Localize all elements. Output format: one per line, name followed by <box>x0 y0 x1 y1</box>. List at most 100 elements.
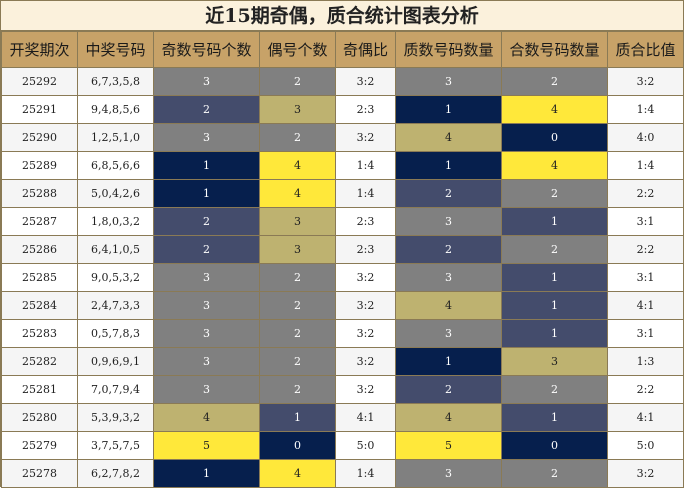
cell-prime-composite-ratio: 1:3 <box>607 347 684 376</box>
cell-period: 25291 <box>1 95 78 124</box>
table-row: 25278 6,2,7,8,2 1 4 1:4 3 2 3:2 <box>1 459 684 488</box>
cell-prime-composite-ratio: 3:1 <box>607 319 684 348</box>
cell-prime-count: 4 <box>395 403 502 432</box>
cell-even-count: 2 <box>259 123 336 152</box>
header-even-count: 偶号个数 <box>259 31 336 68</box>
cell-odd-even-ratio: 3:2 <box>335 347 396 376</box>
table-row: 25285 9,0,5,3,2 3 2 3:2 3 1 3:1 <box>1 263 684 292</box>
table-row: 25292 6,7,3,5,8 3 2 3:2 3 2 3:2 <box>1 67 684 96</box>
table-header-row: 开奖期次 中奖号码 奇数号码个数 偶号个数 奇偶比 质数号码数量 合数号码数量 … <box>1 31 684 68</box>
cell-odd-even-ratio: 4:1 <box>335 403 396 432</box>
table-row: 25282 0,9,6,9,1 3 2 3:2 1 3 1:3 <box>1 347 684 376</box>
cell-composite-count: 1 <box>501 291 608 320</box>
cell-composite-count: 0 <box>501 123 608 152</box>
cell-even-count: 4 <box>259 151 336 180</box>
table-row: 25279 3,7,5,7,5 5 0 5:0 5 0 5:0 <box>1 431 684 460</box>
cell-even-count: 1 <box>259 403 336 432</box>
cell-prime-composite-ratio: 3:1 <box>607 263 684 292</box>
cell-composite-count: 2 <box>501 459 608 488</box>
cell-odd-count: 4 <box>153 403 260 432</box>
cell-prime-count: 1 <box>395 95 502 124</box>
cell-prime-count: 3 <box>395 207 502 236</box>
cell-prime-count: 3 <box>395 263 502 292</box>
cell-even-count: 2 <box>259 347 336 376</box>
cell-numbers: 6,4,1,0,5 <box>77 235 154 264</box>
cell-prime-count: 2 <box>395 179 502 208</box>
cell-even-count: 2 <box>259 67 336 96</box>
cell-odd-even-ratio: 3:2 <box>335 67 396 96</box>
cell-numbers: 9,0,5,3,2 <box>77 263 154 292</box>
cell-odd-count: 3 <box>153 319 260 348</box>
cell-numbers: 1,2,5,1,0 <box>77 123 154 152</box>
cell-prime-count: 5 <box>395 431 502 460</box>
cell-composite-count: 2 <box>501 179 608 208</box>
cell-even-count: 3 <box>259 235 336 264</box>
cell-period: 25285 <box>1 263 78 292</box>
page-title: 近15期奇偶，质合统计图表分析 <box>1 1 683 31</box>
cell-odd-even-ratio: 3:2 <box>335 263 396 292</box>
table-row: 25291 9,4,8,5,6 2 3 2:3 1 4 1:4 <box>1 95 684 124</box>
cell-period: 25283 <box>1 319 78 348</box>
cell-prime-count: 1 <box>395 347 502 376</box>
table-body: 25292 6,7,3,5,8 3 2 3:2 3 2 3:2 25291 9,4,8,5,6 2 3… <box>1 67 684 488</box>
cell-odd-even-ratio: 3:2 <box>335 291 396 320</box>
cell-even-count: 2 <box>259 291 336 320</box>
cell-composite-count: 3 <box>501 347 608 376</box>
cell-even-count: 4 <box>259 179 336 208</box>
table-row: 25280 5,3,9,3,2 4 1 4:1 4 1 4:1 <box>1 403 684 432</box>
cell-odd-even-ratio: 2:3 <box>335 95 396 124</box>
cell-composite-count: 1 <box>501 263 608 292</box>
cell-composite-count: 1 <box>501 207 608 236</box>
table-row: 25288 5,0,4,2,6 1 4 1:4 2 2 2:2 <box>1 179 684 208</box>
cell-numbers: 5,3,9,3,2 <box>77 403 154 432</box>
cell-odd-even-ratio: 5:0 <box>335 431 396 460</box>
cell-period: 25289 <box>1 151 78 180</box>
cell-even-count: 3 <box>259 95 336 124</box>
cell-period: 25287 <box>1 207 78 236</box>
cell-prime-count: 3 <box>395 459 502 488</box>
cell-odd-count: 3 <box>153 291 260 320</box>
cell-prime-count: 2 <box>395 235 502 264</box>
cell-prime-composite-ratio: 2:2 <box>607 235 684 264</box>
cell-period: 25292 <box>1 67 78 96</box>
cell-numbers: 2,4,7,3,3 <box>77 291 154 320</box>
cell-odd-even-ratio: 2:3 <box>335 207 396 236</box>
cell-period: 25282 <box>1 347 78 376</box>
cell-odd-count: 1 <box>153 151 260 180</box>
cell-prime-composite-ratio: 4:1 <box>607 291 684 320</box>
cell-prime-composite-ratio: 3:2 <box>607 459 684 488</box>
cell-composite-count: 0 <box>501 431 608 460</box>
cell-odd-count: 3 <box>153 375 260 404</box>
cell-composite-count: 2 <box>501 235 608 264</box>
cell-numbers: 7,0,7,9,4 <box>77 375 154 404</box>
cell-numbers: 6,2,7,8,2 <box>77 459 154 488</box>
cell-even-count: 0 <box>259 431 336 460</box>
cell-composite-count: 1 <box>501 403 608 432</box>
table-row: 25286 6,4,1,0,5 2 3 2:3 2 2 2:2 <box>1 235 684 264</box>
table-row: 25284 2,4,7,3,3 3 2 3:2 4 1 4:1 <box>1 291 684 320</box>
cell-odd-count: 3 <box>153 263 260 292</box>
cell-prime-count: 3 <box>395 67 502 96</box>
cell-period: 25280 <box>1 403 78 432</box>
cell-numbers: 3,7,5,7,5 <box>77 431 154 460</box>
cell-prime-composite-ratio: 3:2 <box>607 67 684 96</box>
cell-period: 25286 <box>1 235 78 264</box>
table-row: 25287 1,8,0,3,2 2 3 2:3 3 1 3:1 <box>1 207 684 236</box>
cell-numbers: 6,8,5,6,6 <box>77 151 154 180</box>
table-row: 25281 7,0,7,9,4 3 2 3:2 2 2 2:2 <box>1 375 684 404</box>
cell-composite-count: 4 <box>501 95 608 124</box>
cell-period: 25279 <box>1 431 78 460</box>
cell-odd-even-ratio: 1:4 <box>335 459 396 488</box>
cell-prime-composite-ratio: 1:4 <box>607 95 684 124</box>
table-row: 25290 1,2,5,1,0 3 2 3:2 4 0 4:0 <box>1 123 684 152</box>
cell-prime-count: 2 <box>395 375 502 404</box>
cell-odd-even-ratio: 3:2 <box>335 123 396 152</box>
cell-even-count: 4 <box>259 459 336 488</box>
cell-prime-composite-ratio: 4:0 <box>607 123 684 152</box>
cell-odd-count: 2 <box>153 235 260 264</box>
header-prime-count: 质数号码数量 <box>395 31 502 68</box>
cell-composite-count: 2 <box>501 67 608 96</box>
cell-odd-count: 1 <box>153 459 260 488</box>
cell-prime-composite-ratio: 2:2 <box>607 179 684 208</box>
cell-numbers: 0,5,7,8,3 <box>77 319 154 348</box>
